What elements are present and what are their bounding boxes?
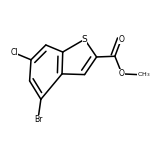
Text: S: S xyxy=(82,35,87,44)
Text: Cl: Cl xyxy=(10,48,18,57)
Text: O: O xyxy=(118,35,124,44)
Text: O: O xyxy=(119,69,125,78)
Text: Br: Br xyxy=(34,114,42,124)
Text: CH$_3$: CH$_3$ xyxy=(137,70,151,79)
